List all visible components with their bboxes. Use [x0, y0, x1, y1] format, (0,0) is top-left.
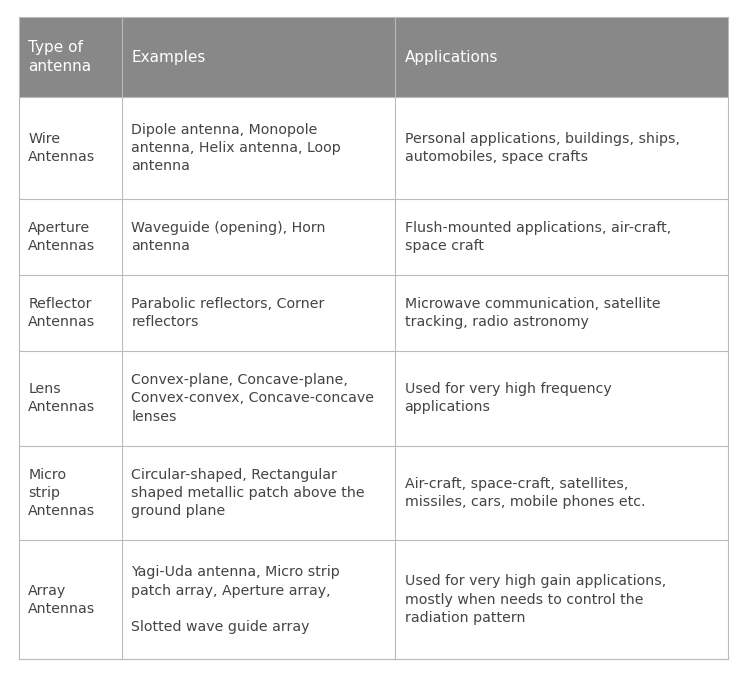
Bar — [122, 275, 394, 351]
Text: Used for very high gain applications,
mostly when needs to control the
radiation: Used for very high gain applications, mo… — [405, 575, 666, 625]
Bar — [19, 275, 122, 351]
Text: Circular-shaped, Rectangular
shaped metallic patch above the
ground plane: Circular-shaped, Rectangular shaped meta… — [131, 468, 365, 518]
Text: Flush-mounted applications, air-craft,
space craft: Flush-mounted applications, air-craft, s… — [405, 221, 671, 253]
Text: Convex-plane, Concave-plane,
Convex-convex, Concave-concave
lenses: Convex-plane, Concave-plane, Convex-conv… — [131, 372, 374, 424]
Text: Reflector
Antennas: Reflector Antennas — [28, 297, 96, 329]
Bar — [19, 445, 122, 540]
Text: Type of
antenna: Type of antenna — [28, 40, 92, 74]
Text: Dipole antenna, Monopole
antenna, Helix antenna, Loop
antenna: Dipole antenna, Monopole antenna, Helix … — [131, 123, 341, 174]
Bar — [122, 540, 394, 659]
Text: Wire
Antennas: Wire Antennas — [28, 132, 96, 164]
Text: Examples: Examples — [131, 49, 205, 64]
Bar — [122, 97, 394, 199]
Bar — [19, 97, 122, 199]
Bar — [394, 199, 728, 275]
Text: Lens
Antennas: Lens Antennas — [28, 382, 96, 414]
Text: Air-craft, space-craft, satellites,
missiles, cars, mobile phones etc.: Air-craft, space-craft, satellites, miss… — [405, 477, 645, 509]
Text: Personal applications, buildings, ships,
automobiles, space crafts: Personal applications, buildings, ships,… — [405, 132, 680, 164]
Bar — [394, 351, 728, 445]
Bar — [19, 351, 122, 445]
Bar — [394, 445, 728, 540]
Text: Yagi-Uda antenna, Micro strip
patch array, Aperture array,

Slotted wave guide a: Yagi-Uda antenna, Micro strip patch arra… — [131, 565, 340, 634]
Text: Parabolic reflectors, Corner
reflectors: Parabolic reflectors, Corner reflectors — [131, 297, 325, 329]
Bar — [394, 275, 728, 351]
Text: Microwave communication, satellite
tracking, radio astronomy: Microwave communication, satellite track… — [405, 297, 660, 329]
Bar — [122, 351, 394, 445]
Text: Aperture
Antennas: Aperture Antennas — [28, 221, 96, 253]
Bar — [394, 540, 728, 659]
Bar — [394, 97, 728, 199]
Text: Applications: Applications — [405, 49, 498, 64]
Text: Used for very high frequency
applications: Used for very high frequency application… — [405, 382, 611, 414]
Bar — [19, 17, 122, 97]
Bar — [394, 17, 728, 97]
Bar — [122, 199, 394, 275]
Bar — [122, 445, 394, 540]
Text: Waveguide (opening), Horn
antenna: Waveguide (opening), Horn antenna — [131, 221, 326, 253]
Text: Array
Antennas: Array Antennas — [28, 583, 96, 616]
Text: Micro
strip
Antennas: Micro strip Antennas — [28, 468, 96, 518]
Bar — [122, 17, 394, 97]
Bar — [19, 540, 122, 659]
Bar — [19, 199, 122, 275]
